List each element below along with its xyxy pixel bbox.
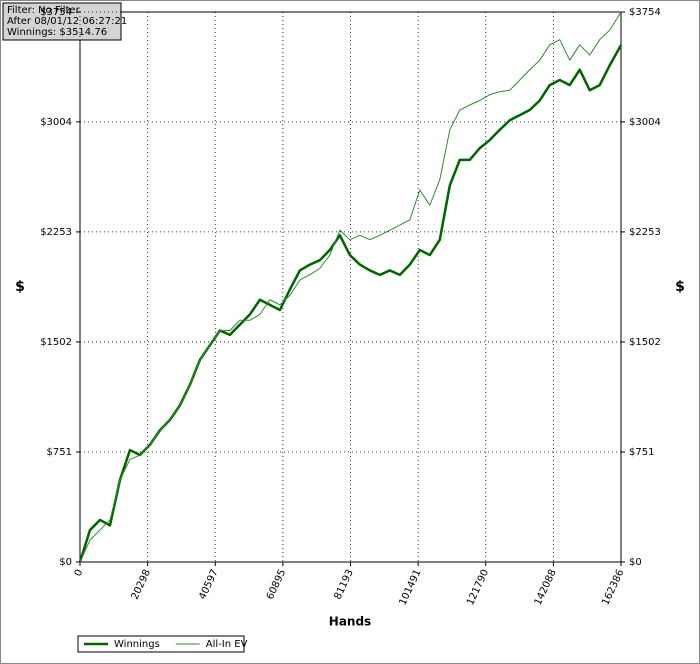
x-axis-label: Hands xyxy=(329,615,371,629)
info-line: After 08/01/12 06:27:21 xyxy=(7,16,127,27)
y-tick-label: $0 xyxy=(59,557,72,568)
series-line xyxy=(79,11,622,563)
y-axis-label: $ xyxy=(15,279,25,295)
y-tick-label: $3754 xyxy=(40,7,72,18)
y-tick-label-right: $0 xyxy=(629,557,642,568)
y-tick-label: $1502 xyxy=(40,337,72,348)
y-tick-label-right: $751 xyxy=(629,447,654,458)
y-tick-label: $751 xyxy=(47,447,72,458)
y-tick-label: $3004 xyxy=(40,117,72,128)
y-axis-label-right: $ xyxy=(675,279,685,295)
legend xyxy=(77,635,245,653)
y-tick-label: $2253 xyxy=(40,227,72,238)
y-tick-label-right: $3754 xyxy=(629,7,661,18)
x-tick-label: 0 xyxy=(73,568,86,578)
plot-area xyxy=(79,11,622,563)
y-tick-label-right: $2253 xyxy=(629,227,661,238)
legend-label: Winnings xyxy=(114,639,160,650)
y-tick-label-right: $1502 xyxy=(629,337,661,348)
legend-label: All-In EV xyxy=(206,639,248,650)
info-line: Winnings: $3514.76 xyxy=(7,27,107,38)
info-line: Filter: No Filter xyxy=(7,5,81,16)
y-tick-label-right: $3004 xyxy=(629,117,661,128)
info-box xyxy=(2,2,122,41)
